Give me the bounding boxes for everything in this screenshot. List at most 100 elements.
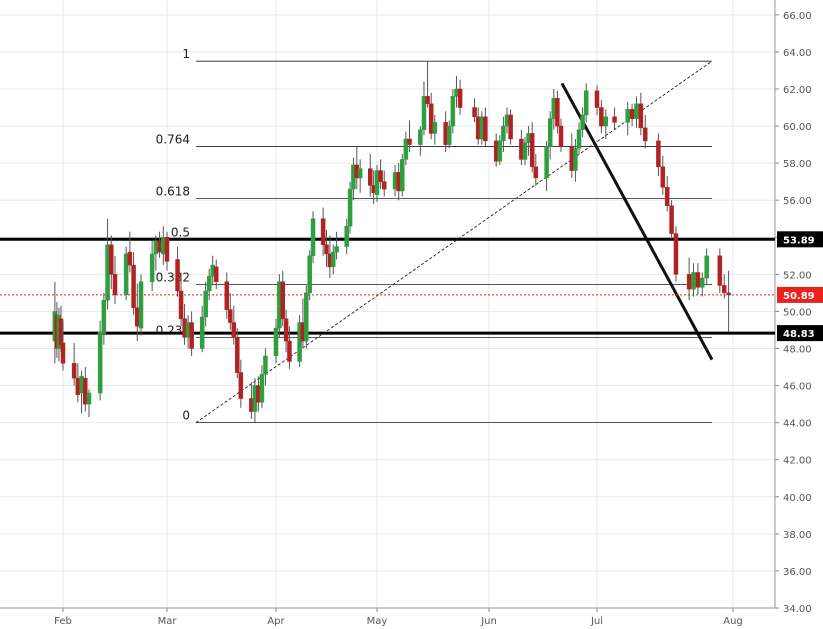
candle-body	[228, 309, 233, 323]
candle-body	[625, 109, 630, 123]
x-tick-label: May	[367, 616, 388, 627]
candle-body	[178, 290, 184, 320]
candle-body	[149, 253, 155, 283]
candle-body	[576, 129, 582, 149]
candle-body	[307, 255, 312, 294]
candle-body	[112, 274, 118, 295]
candle-body	[75, 377, 81, 396]
candle-body	[161, 237, 166, 255]
y-tick-label: 42.00	[783, 456, 812, 467]
candle-body	[83, 377, 88, 405]
candle-body	[660, 166, 666, 188]
candle-body	[283, 318, 289, 342]
candle-body	[407, 138, 412, 145]
candle-body	[547, 118, 553, 147]
candle-body	[86, 392, 92, 405]
y-tick-label: 38.00	[783, 530, 812, 541]
candle-body	[347, 188, 353, 227]
candle-body	[483, 116, 488, 142]
candle-body	[656, 140, 661, 168]
y-tick-label: 46.00	[783, 382, 812, 393]
candle-body	[287, 340, 292, 362]
candle-body	[189, 322, 194, 349]
y-tick-label: 60.00	[783, 122, 812, 133]
candle-body	[603, 116, 609, 127]
candle-body	[704, 255, 709, 279]
candle-body	[447, 125, 452, 145]
candle-body	[138, 281, 144, 329]
candle-body	[320, 218, 326, 245]
candle-body	[109, 244, 114, 275]
candle-body	[259, 374, 265, 403]
price-label-box	[777, 325, 823, 342]
candle-body	[428, 103, 434, 134]
x-tick-label: Apr	[267, 616, 285, 627]
price-label: 50.89	[783, 291, 815, 302]
candle-body	[378, 170, 383, 182]
candle-body	[629, 109, 635, 119]
x-tick-label: Jul	[590, 616, 603, 627]
candle-body	[374, 170, 380, 195]
candle-body	[638, 103, 644, 129]
candle-body	[153, 240, 159, 255]
y-tick-label: 62.00	[783, 85, 812, 96]
candle-body	[164, 237, 170, 262]
candle-body	[324, 244, 329, 255]
candle-body	[235, 337, 240, 373]
y-tick-label: 58.00	[783, 159, 812, 170]
candle-body	[508, 114, 513, 140]
y-tick-label: 52.00	[783, 270, 812, 281]
candle-body	[97, 331, 103, 394]
candle-body	[105, 244, 110, 301]
candle-body	[669, 205, 674, 234]
candle-body	[330, 251, 336, 268]
candle-body	[558, 125, 564, 147]
x-tick-label: Mar	[158, 616, 178, 627]
candle-body	[344, 225, 349, 247]
candle-body	[497, 140, 503, 162]
candle-body	[573, 148, 578, 171]
candle-body	[673, 233, 679, 275]
candle-body	[555, 97, 560, 127]
candle-body	[612, 116, 617, 123]
price-label-box	[777, 286, 823, 303]
candle-body	[203, 290, 208, 318]
candle-body	[529, 133, 535, 168]
fib-level-label: 0	[182, 409, 190, 423]
candle-body	[400, 159, 405, 192]
candle-body	[664, 186, 670, 207]
candle-body	[79, 376, 84, 394]
y-tick-label: 40.00	[783, 493, 812, 504]
y-tick-label: 50.00	[783, 307, 812, 318]
candle-body	[421, 96, 427, 131]
candle-body	[58, 318, 64, 346]
candle-body	[522, 142, 528, 160]
candle-body	[368, 168, 373, 186]
candle-body	[238, 372, 244, 399]
candle-body	[280, 281, 285, 320]
candle-body	[263, 355, 268, 375]
y-tick-label: 44.00	[783, 419, 812, 430]
candle-body	[175, 259, 180, 292]
candle-body	[213, 266, 219, 283]
candle-body	[71, 363, 77, 379]
candle-body	[599, 107, 604, 127]
candle-body	[501, 125, 506, 142]
candle-body	[135, 307, 140, 327]
candle-body	[594, 90, 600, 108]
y-tick-label: 34.00	[783, 604, 812, 615]
x-tick-label: Jun	[480, 616, 497, 627]
candle-body	[544, 146, 549, 179]
candle-body	[224, 281, 230, 310]
candle-body	[123, 253, 129, 295]
candle-body	[131, 264, 136, 308]
candle-body	[101, 300, 107, 334]
candle-body	[381, 181, 387, 190]
candle-body	[403, 138, 409, 160]
candle-body	[231, 322, 237, 338]
y-tick-label: 48.00	[783, 344, 812, 355]
candle-body	[127, 251, 133, 266]
candle-body	[634, 103, 639, 119]
candle-body	[472, 107, 477, 118]
